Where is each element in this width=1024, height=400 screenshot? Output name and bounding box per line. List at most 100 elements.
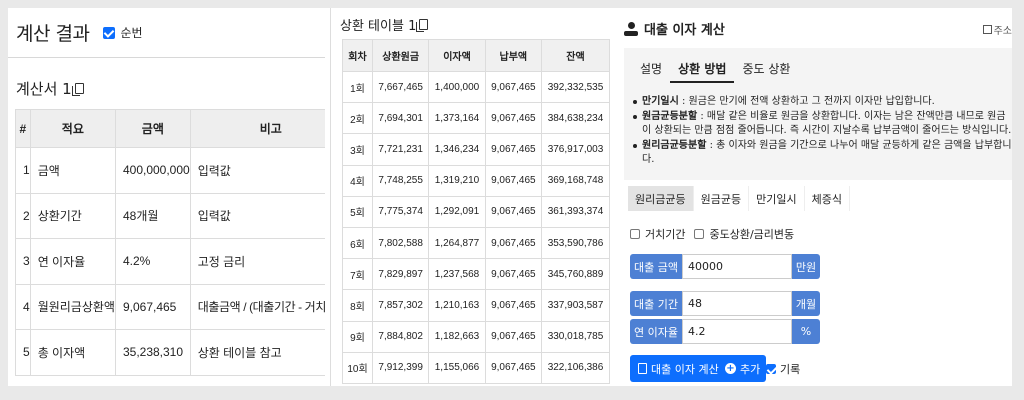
table-cell: 384,638,234 xyxy=(541,102,610,135)
list-item: 원금균등분할 : 매달 같은 비율로 원금을 상환합니다. 이자는 남은 잔액만… xyxy=(632,110,1012,138)
interest-rate-field: 연 이자율 4.2 % xyxy=(630,319,820,344)
early-repayment-checkbox[interactable] xyxy=(694,229,705,239)
table-cell: 322,106,386 xyxy=(541,351,610,384)
tab-bullet[interactable]: 만기일시 xyxy=(749,186,805,211)
tab-repayment-method[interactable]: 상환 방법 xyxy=(670,60,735,83)
table-cell: 10회 xyxy=(342,351,373,384)
table-cell: 330,018,785 xyxy=(541,320,610,353)
tab-equal-payment[interactable]: 원리금균등 xyxy=(628,186,694,211)
table-cell: 35,238,310 xyxy=(114,329,191,376)
statement-header-row: # 적요 금액 비고 xyxy=(15,109,325,148)
header-cell: 적요 xyxy=(29,109,116,148)
sequence-checkbox-label: 순번 xyxy=(120,26,143,40)
result-panel: 계산 결과 순번 계산서 1 # 적요 금액 비고 1 xyxy=(8,8,325,386)
grace-period-checkbox[interactable] xyxy=(630,229,640,239)
result-header: 계산 결과 순번 xyxy=(8,8,325,58)
interest-rate-unit: % xyxy=(792,319,820,344)
loan-period-input[interactable]: 48 xyxy=(682,291,792,316)
table-cell: 7,857,302 xyxy=(371,289,430,322)
header-cell: 잔액 xyxy=(541,39,610,72)
table-cell: 상환 테이블 참고 xyxy=(189,329,325,376)
header-cell: 상환원금 xyxy=(371,39,430,72)
table-cell: 7,694,301 xyxy=(371,102,430,135)
repayment-title: 상환 테이블 1 xyxy=(340,15,429,34)
table-row: 2회 7,694,301 1,373,164 9,067,465 384,638,234 xyxy=(342,102,610,135)
table-cell: 9,067,465 xyxy=(484,133,543,166)
options-row: 거치기간 중도상환/금리변동 xyxy=(630,226,794,242)
table-cell: 5 xyxy=(15,329,31,376)
table-cell: 9,067,465 xyxy=(484,195,543,228)
table-cell: 7,884,802 xyxy=(371,320,430,353)
table-cell: 4회 xyxy=(342,164,373,197)
table-row: 6회 7,802,588 1,264,877 9,067,465 353,590,786 xyxy=(342,226,610,260)
copy-icon[interactable] xyxy=(71,83,84,96)
table-cell: 7,802,588 xyxy=(371,226,430,260)
table-cell: 7,829,897 xyxy=(371,258,430,291)
sequence-checkbox[interactable]: 순번 xyxy=(103,24,143,41)
loan-period-label: 대출 기간 xyxy=(630,291,682,316)
table-cell: 연 이자율 xyxy=(29,238,116,285)
table-cell: 9,067,465 xyxy=(484,320,543,353)
header-cell: 납부액 xyxy=(484,39,543,72)
record-option[interactable]: 기록 xyxy=(766,361,800,377)
table-cell: 6회 xyxy=(342,226,373,260)
list-item: 만기일시 : 원금은 만기에 전액 상환하고 그 전까지 이자만 납입합니다. xyxy=(632,95,1012,109)
app-frame: 계산 결과 순번 계산서 1 # 적요 금액 비고 1 xyxy=(8,8,1012,386)
table-cell: 입력값 xyxy=(189,192,325,239)
table-cell: 7,748,255 xyxy=(371,164,430,197)
table-row: 2 상환기간 48개월 입력값 xyxy=(15,192,325,239)
table-cell: 금액 xyxy=(29,147,116,194)
repayment-header-row: 회차 상환원금 이자액 납부액 잔액 xyxy=(342,39,610,72)
copy-icon[interactable] xyxy=(416,19,429,32)
share-icon xyxy=(982,25,992,34)
table-cell: 9,067,465 xyxy=(484,351,543,384)
table-cell: 2회 xyxy=(342,102,373,135)
plus-circle-icon: + xyxy=(725,363,736,374)
table-row: 3 연 이자율 4.2% 고정 금리 xyxy=(15,238,325,285)
table-cell: 4 xyxy=(15,283,31,330)
table-cell: 3회 xyxy=(342,133,373,166)
checkbox-checked-icon[interactable] xyxy=(103,26,116,39)
table-cell: 1,237,568 xyxy=(428,258,486,291)
table-cell: 2 xyxy=(15,192,31,239)
tab-early-repayment[interactable]: 중도 상환 xyxy=(742,62,791,76)
table-cell: 대출금액 / (대출기간 - 거치기간) xyxy=(189,283,325,330)
table-cell: 1,373,164 xyxy=(428,102,486,135)
add-button[interactable]: + 추가 xyxy=(719,355,767,382)
table-cell: 월원리금상환액 xyxy=(29,283,116,330)
table-cell: 1,292,091 xyxy=(428,195,486,228)
table-cell: 9,067,465 xyxy=(114,283,191,330)
table-row: 5 총 이자액 35,238,310 상환 테이블 참고 xyxy=(15,329,325,376)
repayment-table: 회차 상환원금 이자액 납부액 잔액 1회 7,667,465 1,400,000 9… xyxy=(342,39,610,384)
share-link[interactable]: 주소 xyxy=(982,22,1012,37)
loan-period-field: 대출 기간 48 개월 xyxy=(630,291,820,316)
calculate-button[interactable]: 대출 이자 계산 xyxy=(630,355,727,382)
table-cell: 1,210,163 xyxy=(428,289,486,322)
table-cell: 337,903,587 xyxy=(541,289,610,322)
record-checkbox[interactable] xyxy=(766,364,776,374)
loan-amount-label: 대출 금액 xyxy=(630,254,682,279)
table-row: 5회 7,775,374 1,292,091 9,067,465 361,393,374 xyxy=(342,195,610,228)
table-cell: 1,346,234 xyxy=(428,133,486,166)
table-cell: 9,067,465 xyxy=(484,289,543,322)
table-cell: 7,721,231 xyxy=(371,133,430,166)
interest-rate-input[interactable]: 4.2 xyxy=(682,319,792,344)
loan-amount-input[interactable]: 40000 xyxy=(682,254,792,279)
header-cell: 금액 xyxy=(114,109,191,148)
table-cell: 1 xyxy=(15,147,31,194)
statement-table: # 적요 금액 비고 1 금액 400,000,000 입력값 2 상환기간 4… xyxy=(15,109,325,376)
tab-equal-principal[interactable]: 원금균등 xyxy=(694,186,750,211)
info-tab-box: 설명 상환 방법 중도 상환 만기일시 : 원금은 만기에 전액 상환하고 그 … xyxy=(624,48,1012,180)
table-cell: 392,332,535 xyxy=(541,70,610,104)
tab-description[interactable]: 설명 xyxy=(640,62,663,76)
method-descriptions: 만기일시 : 원금은 만기에 전액 상환하고 그 전까지 이자만 납입합니다. … xyxy=(624,83,1012,167)
table-cell: 8회 xyxy=(342,289,373,322)
tab-graduated[interactable]: 체증식 xyxy=(805,186,850,211)
list-item: 원리금균등분할 : 총 이자와 원금을 기간으로 나누어 매달 균등하게 같은 … xyxy=(632,139,1012,167)
grace-period-label: 거치기간 xyxy=(645,228,686,241)
table-cell: 3 xyxy=(15,238,31,285)
table-cell: 1회 xyxy=(342,70,373,104)
table-row: 10회 7,912,399 1,155,066 9,067,465 322,106,38… xyxy=(342,351,610,384)
repayment-panel: 상환 테이블 1 회차 상환원금 이자액 납부액 잔액 1회 7,667,465 1… xyxy=(330,8,610,386)
table-cell: 입력값 xyxy=(189,147,325,194)
